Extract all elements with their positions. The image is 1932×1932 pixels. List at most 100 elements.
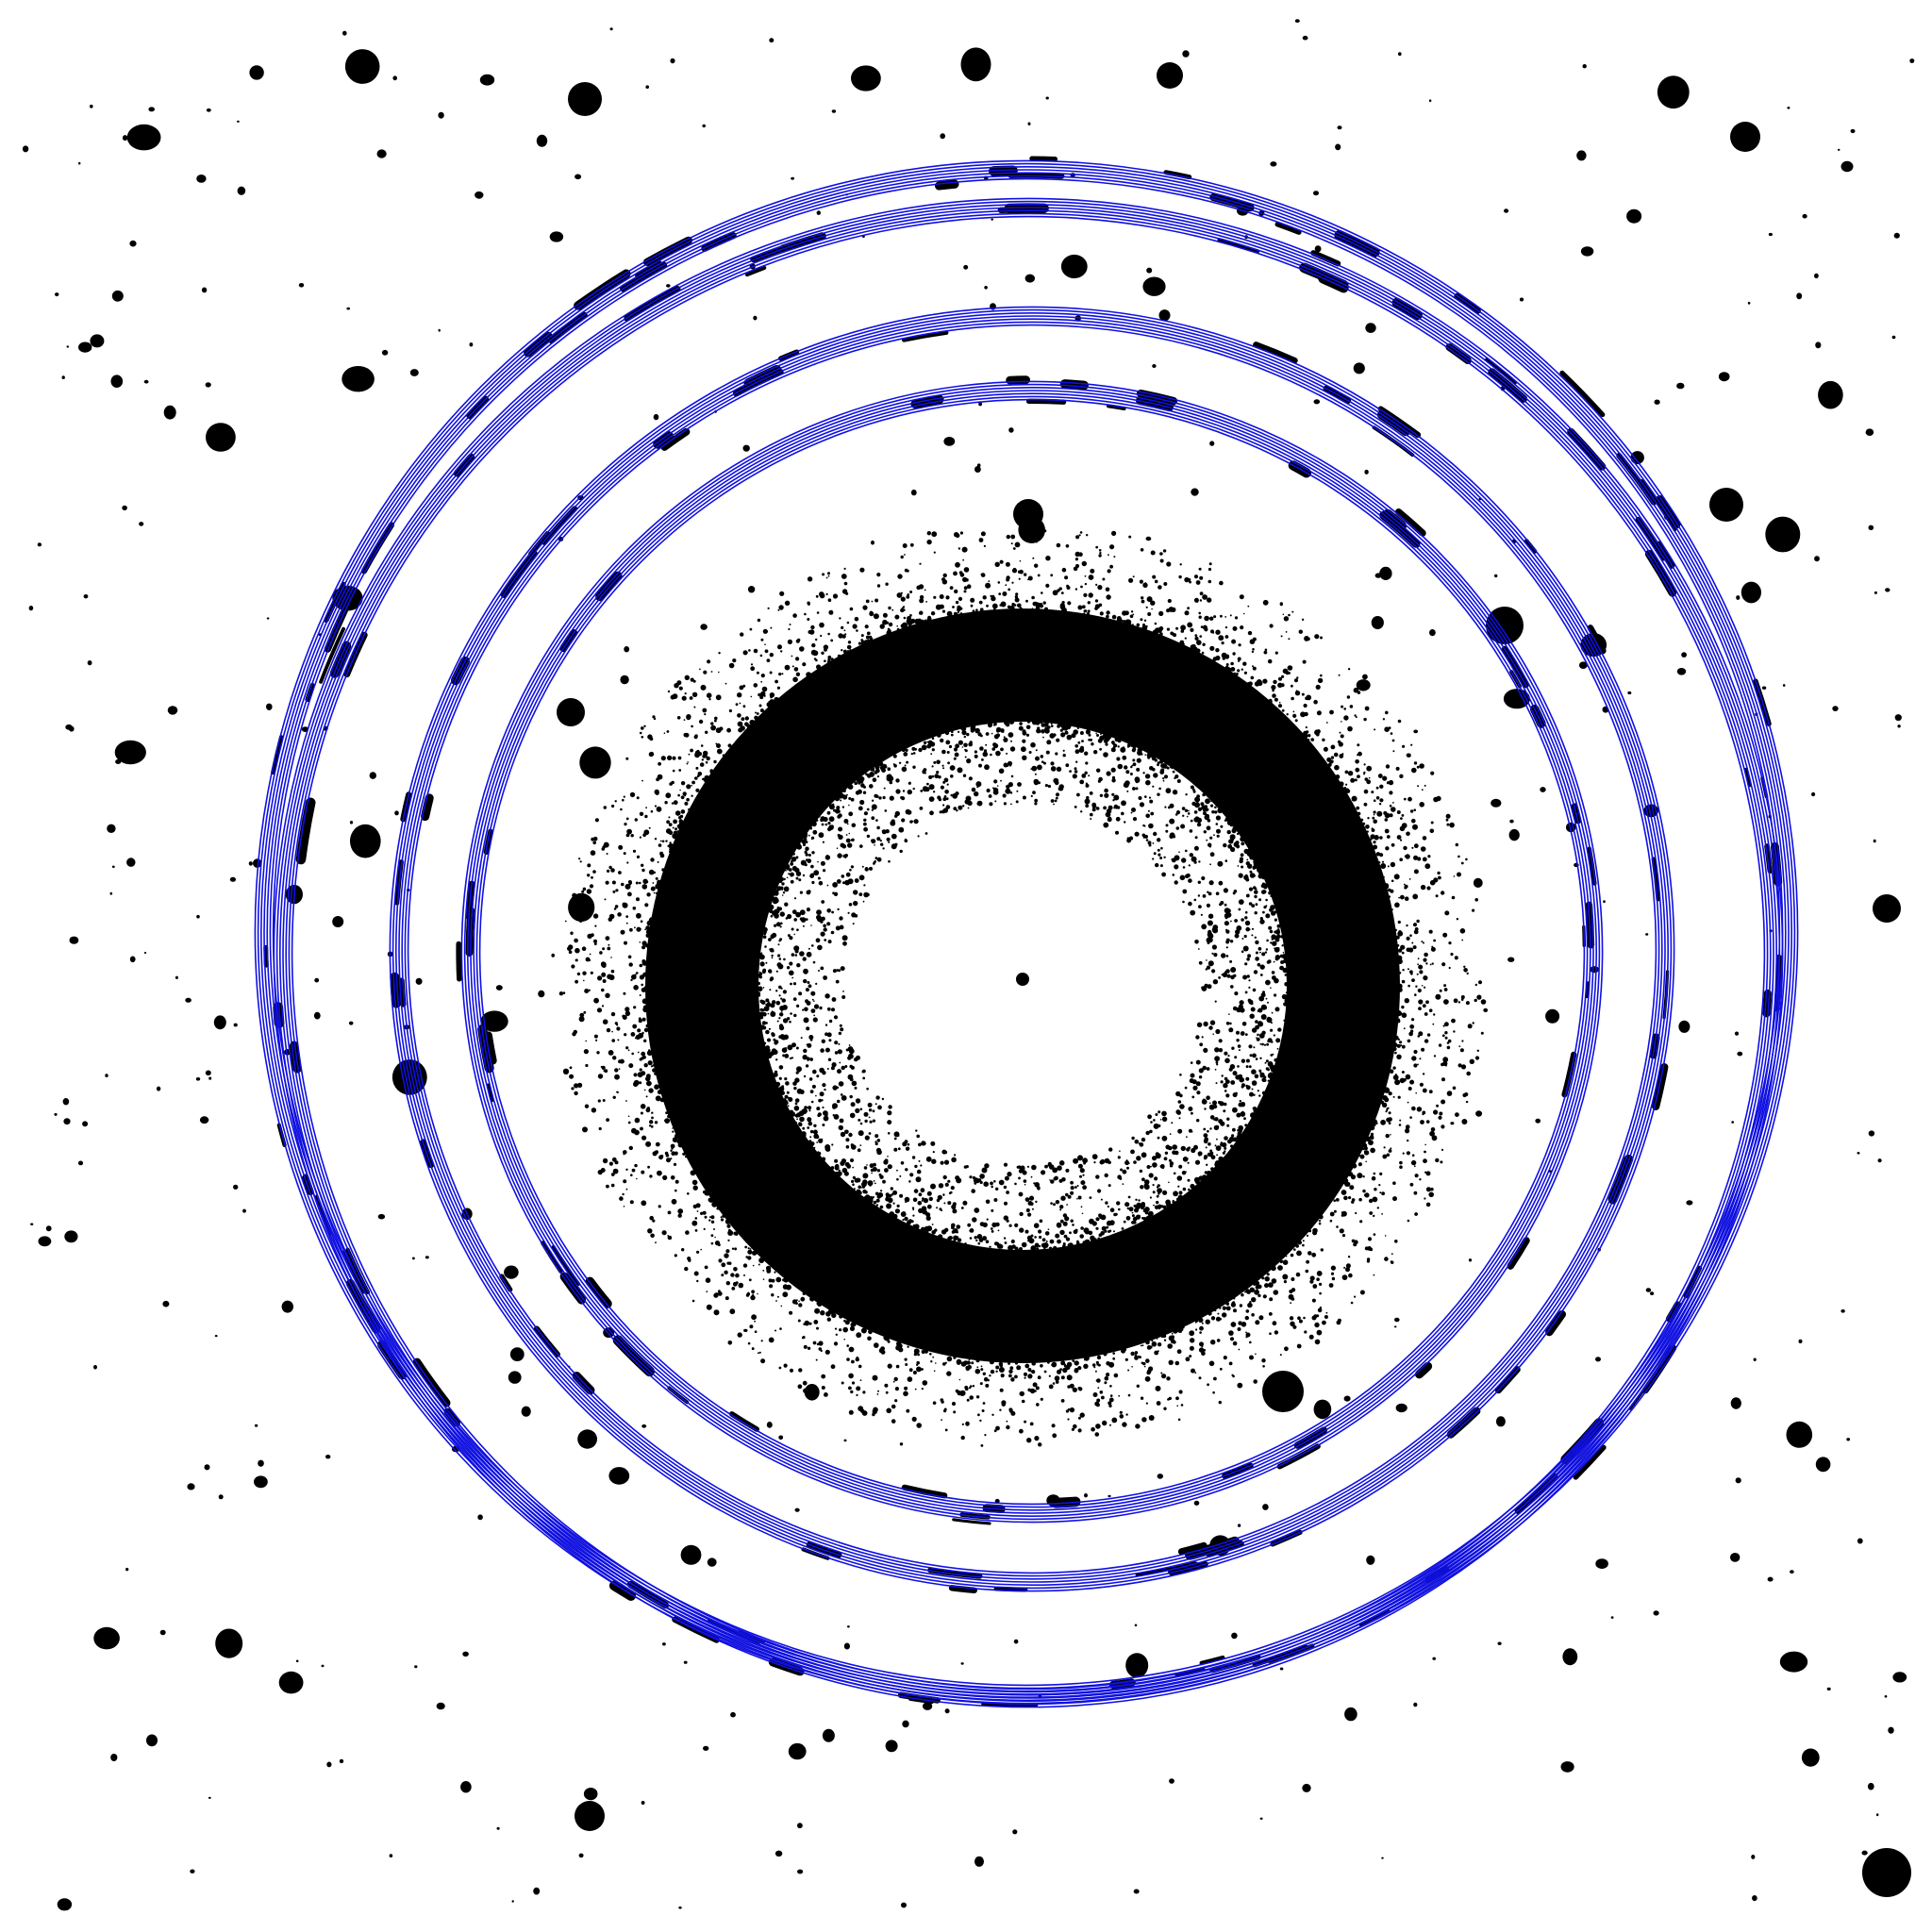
halo-speckle (1318, 1220, 1322, 1223)
halo-speckle (928, 796, 935, 802)
halo-speckle (1306, 1234, 1309, 1237)
halo-speckle (1431, 1135, 1438, 1141)
halo-speckle (948, 744, 953, 749)
halo-speckle (1392, 802, 1394, 804)
halo-speckle (853, 900, 858, 907)
halo-speckle (888, 841, 891, 843)
halo-speckle (1220, 1080, 1224, 1084)
halo-speckle (1427, 855, 1431, 858)
halo-speckle (710, 671, 713, 673)
halo-speckle (1379, 798, 1384, 803)
halo-speckle (1201, 805, 1207, 810)
halo-speckle (893, 1137, 897, 1141)
halo-speckle (837, 1049, 843, 1055)
halo-speckle (1351, 1239, 1356, 1243)
halo-speckle (706, 1304, 712, 1310)
halo-speckle (1033, 780, 1039, 786)
halo-speckle (864, 1135, 870, 1141)
halo-speckle (1274, 947, 1276, 950)
halo-speckle (1203, 1127, 1207, 1131)
halo-speckle (1402, 969, 1405, 972)
halo-speckle (780, 1305, 783, 1307)
halo-speckle (1208, 1360, 1215, 1367)
halo-speckle (766, 1002, 772, 1008)
halo-speckle (834, 796, 841, 802)
halo-speckle (770, 914, 774, 918)
halo-speckle (777, 608, 780, 611)
halo-speckle (667, 1235, 673, 1241)
halo-speckle (607, 974, 612, 980)
halo-speckle (1103, 752, 1108, 758)
halo-speckle (1031, 1208, 1034, 1210)
halo-speckle (651, 1111, 654, 1114)
halo-speckle (684, 675, 690, 680)
halo-speckle (894, 1387, 900, 1391)
halo-speckle (887, 1132, 891, 1135)
halo-speckle (1204, 615, 1209, 622)
halo-speckle (884, 809, 888, 812)
halo-speckle (1029, 1388, 1036, 1394)
halo-speckle (1384, 812, 1391, 819)
halo-speckle (778, 1017, 781, 1020)
halo-speckle (1283, 1280, 1287, 1284)
halo-speckle (1341, 1211, 1343, 1213)
halo-speckle (1054, 799, 1058, 803)
halo-speckle (1024, 1420, 1027, 1424)
halo-speckle (802, 1008, 805, 1011)
halo-speckle (1008, 1224, 1012, 1227)
halo-speckle (627, 1121, 631, 1124)
halo-speckle (1403, 845, 1407, 851)
halo-speckle (1210, 1167, 1214, 1171)
halo-speckle (1044, 727, 1047, 730)
halo-speckle (907, 1142, 910, 1146)
halo-speckle (582, 1126, 588, 1133)
halo-speckle (911, 1156, 916, 1159)
halo-speckle (1373, 810, 1376, 814)
halo-speckle (943, 1202, 946, 1205)
halo-speckle (982, 595, 987, 600)
halo-speckle (1258, 995, 1265, 1002)
halo-speckle (1075, 760, 1078, 763)
halo-speckle (750, 695, 753, 698)
halo-speckle (882, 612, 888, 618)
halo-speckle (640, 1111, 643, 1115)
halo-speckle (1259, 919, 1265, 924)
halo-speckle (1010, 605, 1014, 608)
halo-speckle (578, 858, 581, 860)
halo-speckle (1244, 874, 1248, 877)
halo-speckle (1245, 1076, 1250, 1081)
halo-speckle (661, 1230, 667, 1236)
halo-speckle (993, 779, 998, 784)
halo-speckle (806, 1026, 810, 1031)
halo-speckle (1274, 1330, 1279, 1335)
halo-speckle (1400, 944, 1406, 950)
halo-speckle (1196, 1022, 1203, 1028)
halo-speckle (1228, 1361, 1233, 1366)
halo-speckle (787, 913, 792, 920)
halo-speckle (832, 1085, 838, 1091)
halo-speckle (1119, 1410, 1123, 1414)
halo-speckle (988, 794, 992, 798)
halo-speckle (1160, 846, 1163, 850)
halo-speckle (845, 1048, 849, 1052)
halo-speckle (919, 562, 922, 565)
halo-speckle (813, 1124, 817, 1128)
halo-speckle (1146, 1369, 1152, 1374)
halo-speckle (1435, 993, 1441, 1000)
halo-speckle (881, 1097, 885, 1101)
halo-speckle (1174, 813, 1178, 816)
halo-speckle (793, 897, 797, 900)
halo-speckle (889, 795, 894, 801)
halo-speckle (1101, 1225, 1107, 1231)
halo-speckle (832, 803, 835, 806)
halo-speckle (1003, 1215, 1009, 1221)
halo-speckle (859, 1122, 863, 1125)
halo-speckle (896, 1177, 899, 1181)
halo-speckle (1127, 1393, 1131, 1397)
halo-speckle (1180, 824, 1186, 829)
halo-speckle (1015, 592, 1019, 596)
halo-speckle (1017, 782, 1022, 787)
halo-speckle (684, 732, 690, 738)
halo-speckle (1132, 575, 1135, 578)
halo-speckle (1152, 1191, 1156, 1194)
